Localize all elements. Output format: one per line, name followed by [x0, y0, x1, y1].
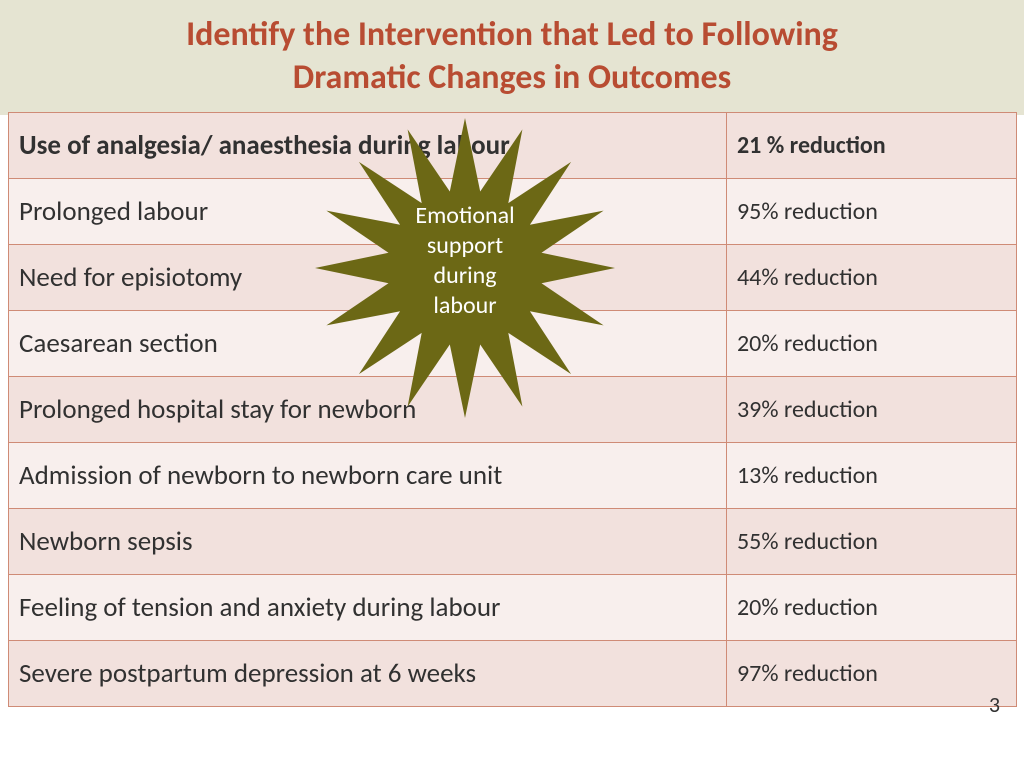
outcome-value: 95% reduction: [727, 179, 1017, 245]
outcome-label: Use of analgesia/ anaesthesia during lab…: [9, 113, 727, 179]
table-row: Need for episiotomy44% reduction: [9, 245, 1017, 311]
outcome-value: 55% reduction: [727, 509, 1017, 575]
table-row: Admission of newborn to newborn care uni…: [9, 443, 1017, 509]
outcome-label: Prolonged labour: [9, 179, 727, 245]
outcome-value: 21 % reduction: [727, 113, 1017, 179]
table-row: Caesarean section20% reduction: [9, 311, 1017, 377]
outcome-value: 44% reduction: [727, 245, 1017, 311]
outcome-label: Need for episiotomy: [9, 245, 727, 311]
table-row: Feeling of tension and anxiety during la…: [9, 575, 1017, 641]
title-line-1: Identify the Intervention that Led to Fo…: [186, 14, 838, 55]
outcome-value: 39% reduction: [727, 377, 1017, 443]
outcomes-table: Use of analgesia/ anaesthesia during lab…: [8, 112, 1017, 707]
outcome-label: Newborn sepsis: [9, 509, 727, 575]
table-row: Use of analgesia/ anaesthesia during lab…: [9, 113, 1017, 179]
outcome-value: 97% reduction: [727, 641, 1017, 707]
table-row: Prolonged hospital stay for newborn39% r…: [9, 377, 1017, 443]
outcome-value: 20% reduction: [727, 311, 1017, 377]
table-row: Severe postpartum depression at 6 weeks9…: [9, 641, 1017, 707]
outcome-label: Prolonged hospital stay for newborn: [9, 377, 727, 443]
outcome-label: Caesarean section: [9, 311, 727, 377]
outcome-value: 20% reduction: [727, 575, 1017, 641]
outcome-label: Severe postpartum depression at 6 weeks: [9, 641, 727, 707]
slide-title: Identify the Intervention that Led to Fo…: [0, 0, 1024, 115]
title-line-2: Dramatic Changes in Outcomes: [293, 57, 731, 98]
outcome-label: Feeling of tension and anxiety during la…: [9, 575, 727, 641]
outcome-label: Admission of newborn to newborn care uni…: [9, 443, 727, 509]
page-number: 3: [989, 691, 1000, 718]
table-row: Newborn sepsis55% reduction: [9, 509, 1017, 575]
outcome-value: 13% reduction: [727, 443, 1017, 509]
outcomes-table-body: Use of analgesia/ anaesthesia during lab…: [9, 113, 1017, 707]
table-row: Prolonged labour95% reduction: [9, 179, 1017, 245]
